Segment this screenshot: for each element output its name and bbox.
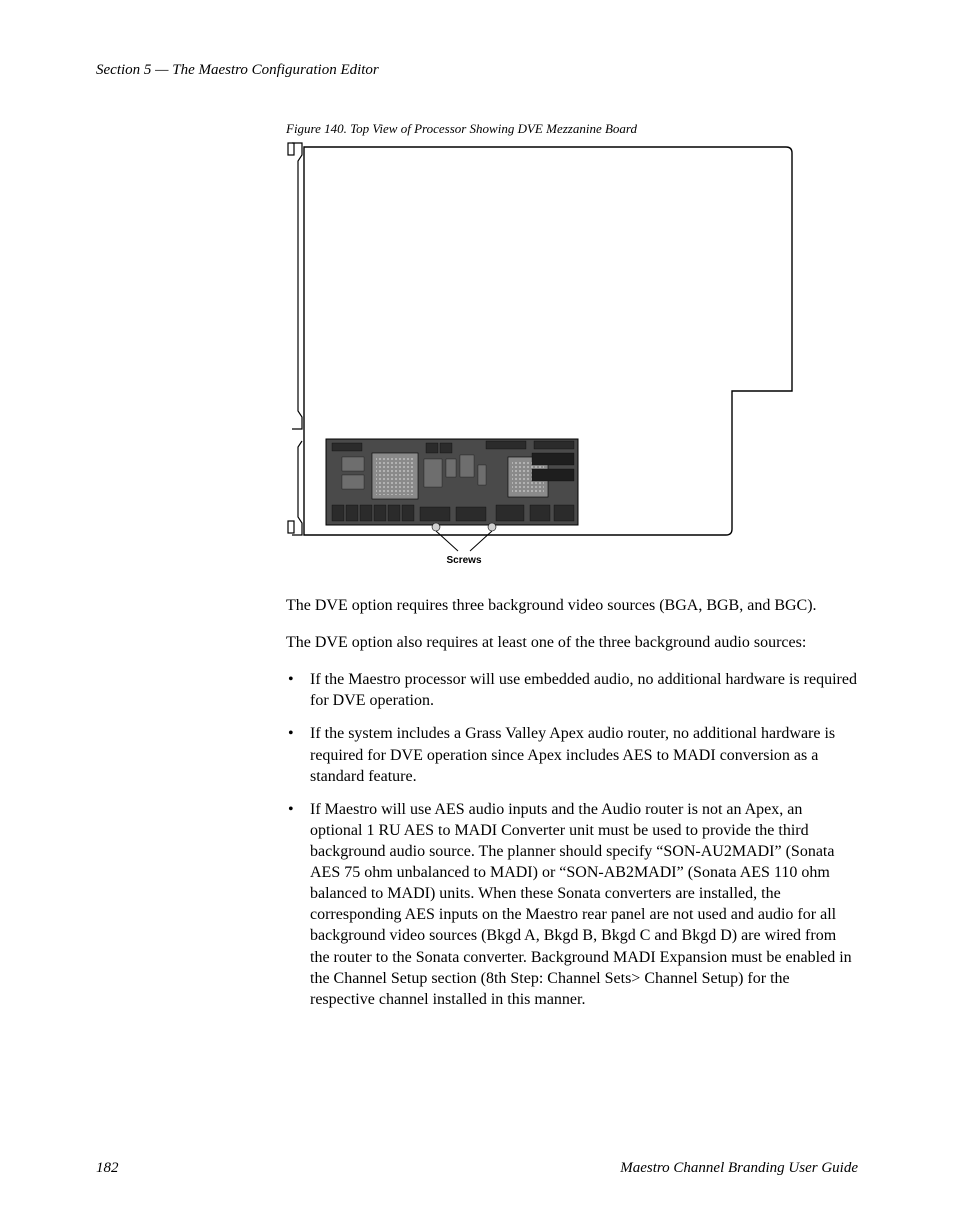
figure-svg: Screws (286, 141, 806, 569)
bullet-list: If the Maestro processor will use embedd… (286, 669, 858, 1010)
screws-label: Screws (446, 555, 481, 566)
body-text: The DVE option requires three background… (286, 595, 858, 1010)
paragraph: The DVE option requires three background… (286, 595, 858, 616)
figure-caption: Figure 140. Top View of Processor Showin… (286, 121, 858, 137)
list-item: If the Maestro processor will use embedd… (286, 669, 858, 711)
paragraph: The DVE option also requires at least on… (286, 632, 858, 653)
list-item: If the system includes a Grass Valley Ap… (286, 723, 858, 786)
callout-lines-icon (436, 531, 492, 551)
page-footer: 182 Maestro Channel Branding User Guide (96, 1160, 858, 1177)
list-item: If Maestro will use AES audio inputs and… (286, 799, 858, 1010)
faceplate-handles-icon (288, 143, 302, 535)
doc-title: Maestro Channel Branding User Guide (620, 1160, 858, 1177)
dve-mezzanine-icon (326, 439, 578, 531)
page: Section 5 — The Maestro Configuration Ed… (0, 0, 954, 1227)
figure-block: Figure 140. Top View of Processor Showin… (286, 121, 858, 569)
page-number: 182 (96, 1160, 119, 1177)
running-head: Section 5 — The Maestro Configuration Ed… (96, 62, 858, 79)
